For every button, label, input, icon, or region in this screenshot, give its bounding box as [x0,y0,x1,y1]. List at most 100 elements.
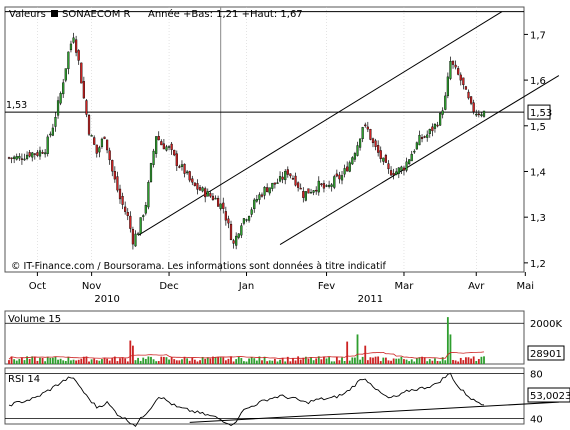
volume-bar [276,361,279,364]
candle-body [276,182,279,184]
candle-body [343,168,346,175]
volume-bar [124,358,127,364]
volume-bar [480,356,483,364]
volume-bar [175,360,178,364]
rsi-axis: 40 80 53,0023 [527,370,570,425]
candle-body [446,76,449,97]
volume-bar [330,361,333,364]
volume-bar [108,360,111,364]
volume-bar [13,359,16,364]
volume-bar [235,359,238,364]
candle-body [20,158,24,160]
year-label: 2010 [94,294,119,305]
volume-bar [372,357,374,364]
volume-bar [426,361,429,364]
candle-body [237,233,240,238]
volume-bar [403,359,405,364]
volume-bar [186,358,189,364]
candle-body [240,225,243,236]
candle-body [129,215,132,229]
price-axis-tick-label: 1,3 [530,213,546,224]
candle-body [113,171,116,180]
candle-body [80,62,83,84]
candle-body [118,188,122,200]
volume-bar [346,341,349,364]
volume-bar [395,358,398,364]
candle-body [389,170,393,176]
candle-body [258,194,261,200]
candle-body [93,137,96,145]
price-annotations: 1,53 [5,11,560,246]
volume-bar [294,360,297,364]
candle-body [18,156,21,159]
volume-bar [459,357,462,364]
candle-body [46,136,49,154]
candle-body [49,133,52,136]
volume-bar [387,360,390,364]
price-axis-tick-label: 1,6 [530,76,546,87]
volume-bar [366,360,369,364]
candle-body [196,183,199,190]
volume-bar [193,359,196,364]
channel-upper-line [137,11,503,236]
volume-bar [155,361,158,364]
volume-bar [333,361,336,364]
candle-body [333,176,336,188]
candle-body [444,95,447,110]
volume-bar [418,357,421,364]
candle-body [82,81,85,99]
volume-bar [462,360,465,364]
rsi-line [8,372,485,427]
volume-bar [369,357,372,364]
volume-bar [263,356,266,364]
volume-bar [23,360,26,364]
volume-bar [237,356,240,364]
candle-body [155,136,158,154]
candle-body [335,173,338,177]
volume-bar [18,359,21,364]
candle-body [371,138,375,144]
volume-bar [219,357,222,364]
volume-bar [452,359,454,364]
candle-body [41,152,44,154]
volume-bar [302,357,305,364]
candle-body [198,187,202,191]
volume-bar [392,358,395,364]
candle-body [480,114,483,117]
volume-bar [384,357,387,364]
candle-body [103,136,106,139]
volume-bar [126,361,129,364]
volume-bar [10,356,13,364]
volume-bar [181,359,183,364]
volume-bar [162,356,165,364]
candle-body [400,166,403,171]
volume-bar [441,357,444,364]
volume-bar [475,360,478,364]
candle-body [312,190,315,193]
header-checkbox[interactable] [51,10,58,17]
volume-bar [98,360,101,364]
candle-body [23,158,26,161]
volume-bar [170,357,173,364]
volume-bar [354,357,356,364]
volume-bar [157,361,160,364]
volume-bar [245,361,248,364]
candle-body [464,86,468,90]
volume-bar [465,357,467,364]
candle-body [428,128,431,134]
volume-bar [297,356,300,364]
candle-body [105,139,109,151]
candle-body [420,137,424,139]
candle-body [320,183,323,186]
candle-body [379,150,382,159]
candle-body [36,152,39,156]
volume-bar [250,357,253,364]
candle-body [395,171,398,175]
candle-body [211,195,215,200]
volume-bar [243,361,245,364]
candle-body [415,142,418,150]
volume-bar [15,360,18,364]
volume-bar [227,358,230,364]
candle-body [356,145,359,156]
candle-body [131,229,135,245]
